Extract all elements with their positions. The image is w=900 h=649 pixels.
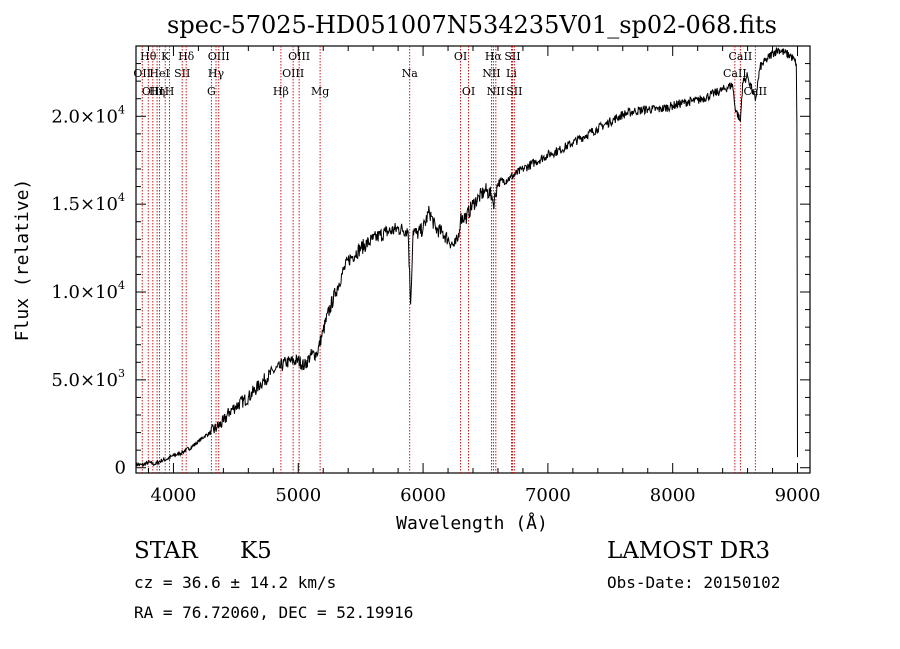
- spectral-line-label: Hα: [485, 50, 503, 63]
- emission-lines: [141, 46, 756, 473]
- redshift-value: cz = 36.6 ± 14.2 km/s: [134, 573, 337, 592]
- y-tick-exponent: 4: [118, 191, 125, 204]
- spectral-line-label: OII: [133, 67, 151, 80]
- spectral-line-label: OIII: [208, 50, 230, 63]
- y-axis-label: Flux (relative): [12, 179, 33, 342]
- x-tick-label: 6000: [400, 485, 446, 506]
- spectral-line-label: NII: [487, 85, 505, 98]
- y-tick-label: 2.0×10: [51, 106, 118, 127]
- x-tick-label: 4000: [151, 485, 197, 506]
- spectral-line-label: Hη: [149, 85, 165, 98]
- line-labels: OIIHθOIIIHηHeIKHSIIHδGHγOIIIHβOIIIOIIIMg…: [133, 50, 767, 98]
- spectral-line-label: K: [161, 50, 170, 63]
- x-axis-label: Wavelength (Å): [396, 512, 548, 534]
- object-class: STAR: [134, 538, 198, 564]
- x-axis-ticks: 4000 5000 6000 7000 8000 9000: [147, 46, 821, 506]
- y-tick-exponent: 4: [118, 279, 125, 292]
- y-tick-label: 5.0×10: [51, 370, 118, 391]
- spectral-line-label: Hβ: [273, 85, 289, 98]
- object-subclass: K5: [240, 538, 272, 564]
- spectral-line-label: HeI: [149, 67, 169, 80]
- spectral-line-label: SII: [504, 50, 520, 63]
- spectral-line-label: CaII: [729, 50, 753, 63]
- spectral-line-label: Mg: [311, 85, 329, 98]
- y-tick-exponent: 4: [118, 103, 125, 116]
- spectral-line-label: SII: [174, 67, 190, 80]
- x-tick-label: 5000: [275, 485, 321, 506]
- spectral-line-label: Hθ: [140, 50, 157, 63]
- y-axis-ticks: 05.0×10 31.0×10 41.5×10 42.0×10 4: [51, 63, 810, 479]
- spectral-line-label: G: [207, 85, 216, 98]
- spectral-line-label: SII: [506, 85, 522, 98]
- spectral-line-label: CaII: [743, 85, 767, 98]
- spectral-line-label: NII: [482, 67, 500, 80]
- spectrum-line: [135, 47, 798, 468]
- spectral-line-label: OIII: [142, 85, 164, 98]
- spectral-line-label: Li: [506, 67, 517, 80]
- spectral-line-label: OIII: [288, 50, 310, 63]
- spectral-line-label: Hγ: [208, 67, 225, 80]
- obs-date: Obs-Date: 20150102: [607, 573, 781, 592]
- plot-frame: [135, 45, 811, 474]
- spectral-line-label: Hδ: [178, 50, 195, 63]
- coordinates: RA = 76.72060, DEC = 52.19916: [134, 603, 414, 622]
- x-tick-label: 7000: [525, 485, 571, 506]
- spectral-line-label: Na: [402, 67, 419, 80]
- y-tick-exponent: 3: [118, 367, 125, 380]
- y-tick-label: 0: [115, 458, 126, 479]
- spectral-line-label: OI: [462, 85, 475, 98]
- x-tick-label: 9000: [775, 485, 821, 506]
- survey-name: LAMOST DR3: [607, 538, 771, 564]
- x-tick-label: 8000: [650, 485, 696, 506]
- spectral-line-label: OIII: [282, 67, 304, 80]
- spectral-line-label: CaII: [723, 67, 747, 80]
- y-tick-label: 1.5×10: [51, 194, 118, 215]
- spectral-line-label: OI: [454, 50, 467, 63]
- spectral-line-label: H: [165, 85, 175, 98]
- chart-title: spec-57025-HD051007N534235V01_sp02-068.f…: [167, 11, 777, 39]
- y-tick-label: 1.0×10: [51, 282, 118, 303]
